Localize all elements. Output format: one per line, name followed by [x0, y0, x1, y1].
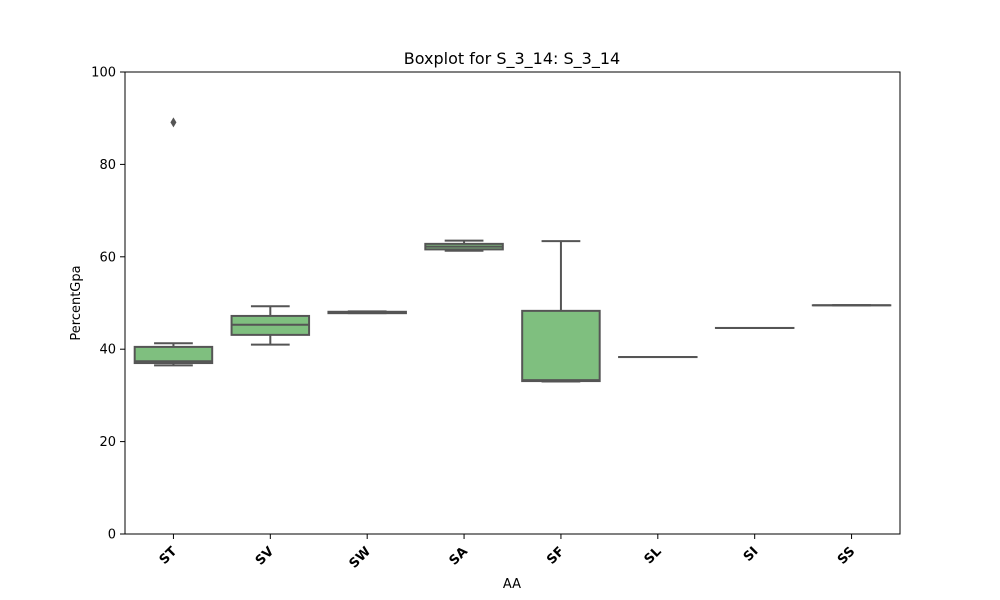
y-tick-label: 40 [99, 343, 116, 358]
box-iqr [133, 345, 214, 365]
x-tick-label: SS [835, 544, 858, 567]
x-tick-label: SL [642, 544, 665, 567]
box-iqr [521, 309, 601, 383]
box-sw [327, 310, 407, 315]
x-tick-label: SF [544, 544, 568, 568]
chart-title: Boxplot for S_3_14: S_3_14 [404, 49, 620, 69]
y-axis: 0 20 40 60 80 100 [91, 66, 125, 543]
x-tick-label: SI [741, 544, 762, 565]
x-tick-label: SW [347, 544, 374, 571]
box-st [133, 117, 214, 367]
y-tick-label: 80 [99, 158, 116, 173]
outlier-point [170, 117, 177, 128]
plot-frame [124, 71, 901, 535]
y-axis-label: PercentGpa [69, 265, 84, 340]
plot-area [133, 117, 892, 383]
y-tick-label: 60 [99, 250, 116, 265]
y-tick-label: 100 [91, 66, 116, 81]
x-tick-label: SA [447, 544, 471, 568]
box-sv [230, 305, 311, 346]
box-sf [521, 240, 601, 383]
y-tick-label: 0 [108, 528, 116, 543]
x-axis-label: AA [503, 577, 521, 592]
x-tick-label: SV [253, 544, 277, 568]
x-axis: ST SV SW SA SF SL SI SS [157, 534, 858, 572]
y-tick-label: 20 [99, 435, 116, 450]
x-tick-label: ST [157, 544, 181, 568]
box-sa [424, 239, 504, 252]
